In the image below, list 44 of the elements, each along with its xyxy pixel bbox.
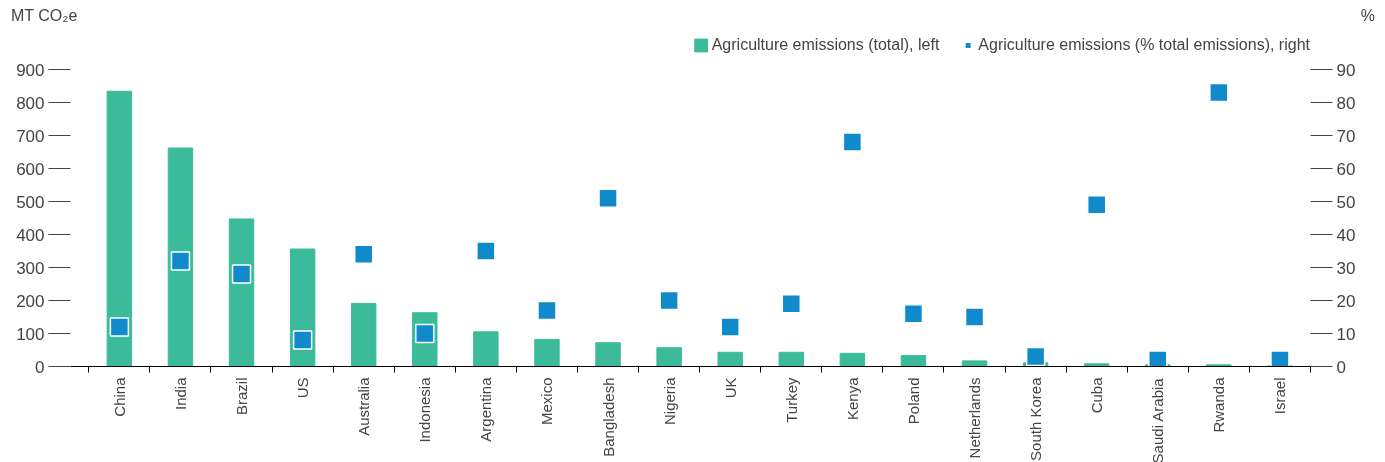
x-tick-label: South Korea — [1027, 376, 1045, 461]
y-tick-label: 300 — [16, 258, 45, 278]
y2-tick-label: 40 — [1336, 225, 1356, 245]
x-tick-label: Bangladesh — [599, 377, 617, 457]
x-tick-label: Indonesia — [416, 376, 434, 443]
x-tick-label: Kenya — [843, 376, 861, 421]
y2-tick-label: 90 — [1336, 60, 1356, 80]
y2-tick-label: 70 — [1336, 126, 1356, 146]
x-tick-label: Argentina — [477, 376, 495, 442]
x-tick-label: China — [110, 376, 128, 417]
y-tick-label: 500 — [16, 192, 45, 212]
y-tick-label: 900 — [16, 60, 45, 80]
y-tick-label: 600 — [16, 159, 45, 179]
x-tick-label: Brazil — [233, 377, 251, 416]
y-tick-label: 0 — [35, 357, 45, 377]
y2-tick-label: 50 — [1336, 192, 1356, 212]
y2-tick-label: 80 — [1336, 93, 1356, 113]
y2-tick-label: 10 — [1336, 324, 1356, 344]
y2-axis-title: % — [1360, 6, 1375, 26]
y-axis-title: MT CO₂e — [11, 6, 78, 26]
x-tick-label: Israel — [1271, 377, 1289, 415]
x-tick-label: US — [294, 377, 312, 399]
x-tick-label: India — [171, 376, 189, 411]
x-tick-label: Rwanda — [1210, 376, 1228, 433]
y2-tick-label: 0 — [1336, 357, 1346, 377]
y2-tick-label: 20 — [1336, 291, 1356, 311]
y-tick-label: 800 — [16, 93, 45, 113]
x-tick-label: Poland — [904, 377, 922, 425]
y-tick-label: 100 — [16, 324, 45, 344]
x-tick-label: Turkey — [782, 377, 800, 423]
x-tick-label: Australia — [355, 376, 373, 436]
y-tick-label: 200 — [16, 291, 45, 311]
y2-tick-label: 60 — [1336, 159, 1356, 179]
y-tick-label: 700 — [16, 126, 45, 146]
x-tick-label: Mexico — [538, 377, 556, 426]
legend-label: Agriculture emissions (total), left — [711, 36, 940, 54]
legend-label: Agriculture emissions (% total emissions), right — [978, 36, 1310, 54]
x-tick-label: Cuba — [1088, 376, 1106, 414]
y2-tick-label: 30 — [1336, 258, 1356, 278]
x-tick-label: Saudi Arabia — [1149, 377, 1167, 462]
y-tick-label: 400 — [16, 225, 45, 245]
x-tick-label: UK — [721, 377, 739, 399]
x-tick-label: Netherlands — [966, 377, 984, 459]
x-tick-label: Nigeria — [660, 376, 678, 426]
